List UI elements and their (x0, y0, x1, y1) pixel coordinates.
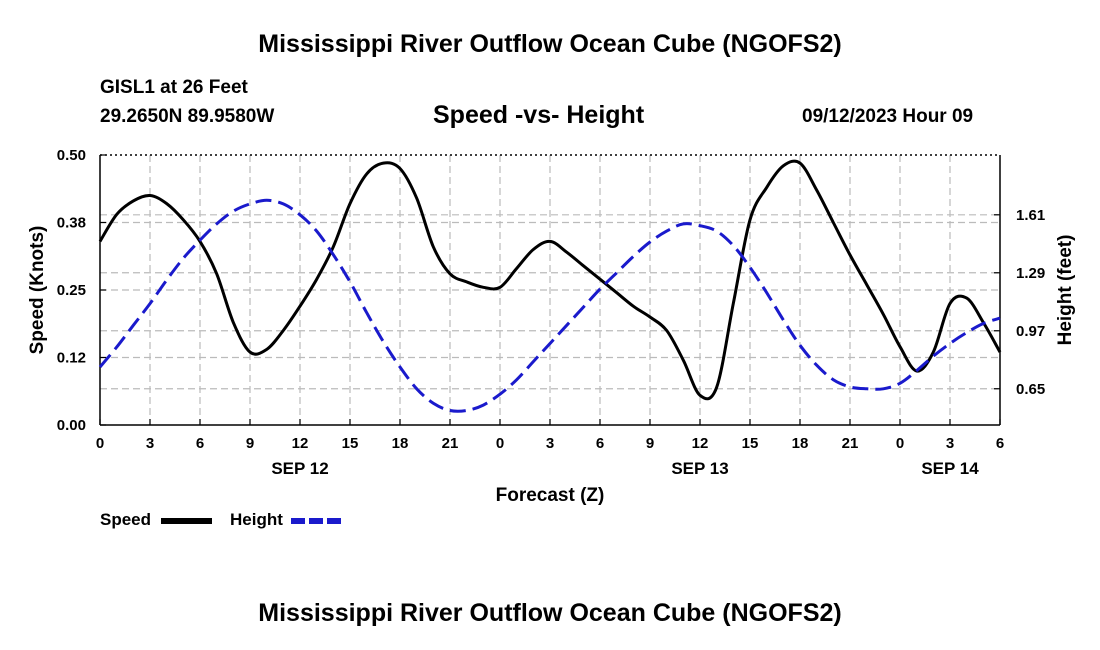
y-right-tick-label: 1.61 (1016, 207, 1045, 224)
y-left-tick-label: 0.25 (57, 282, 86, 299)
x-tick-label: 18 (792, 435, 809, 452)
x-date-label: SEP 12 (271, 459, 328, 478)
forecast-datetime: 09/12/2023 Hour 09 (802, 106, 974, 127)
y-left-axis-title: Speed (Knots) (27, 226, 48, 355)
legend-height-label: Height (230, 510, 283, 529)
x-tick-label: 9 (646, 435, 654, 452)
y-left-tick-label: 0.12 (57, 350, 86, 367)
station-coordinates: 29.2650N 89.9580W (100, 106, 275, 127)
x-tick-label: 21 (442, 435, 459, 452)
x-tick-label: 12 (292, 435, 309, 452)
x-tick-label: 6 (996, 435, 1004, 452)
x-tick-label: 12 (692, 435, 709, 452)
x-axis-title: Forecast (Z) (496, 485, 605, 506)
y-left-tick-label: 0.38 (57, 215, 86, 232)
legend-speed-label: Speed (100, 510, 152, 529)
chart-subtitle: Speed -vs- Height (433, 101, 645, 129)
station-label: GISL1 at 26 Feet (100, 77, 248, 98)
x-tick-label: 9 (246, 435, 254, 452)
speed-series-line (98, 159, 1002, 401)
y-right-tick-label: 1.29 (1016, 265, 1045, 282)
x-tick-label: 6 (196, 435, 204, 452)
y-right-axis-title: Height (feet) (1055, 235, 1076, 346)
x-tick-label: 6 (596, 435, 604, 452)
y-right-tick-label: 0.97 (1016, 323, 1045, 340)
chart-main-title: Mississippi River Outflow Ocean Cube (NG… (258, 30, 842, 58)
x-date-label: SEP 13 (671, 459, 728, 478)
x-tick-label: 0 (96, 435, 104, 452)
x-tick-label: 18 (392, 435, 409, 452)
x-tick-label: 0 (496, 435, 504, 452)
x-tick-label: 3 (146, 435, 154, 452)
x-date-label: SEP 14 (921, 459, 979, 478)
height-series-line (98, 198, 1001, 413)
y-left-tick-label: 0.00 (57, 417, 86, 434)
y-left-tick-label: 0.50 (57, 147, 86, 164)
x-tick-label: 15 (742, 435, 759, 452)
y-right-tick-label: 0.65 (1016, 381, 1045, 398)
x-tick-label: 0 (896, 435, 904, 452)
x-tick-label: 3 (946, 435, 954, 452)
x-tick-label: 3 (546, 435, 554, 452)
footer-title: Mississippi River Outflow Ocean Cube (NG… (258, 599, 842, 627)
x-tick-label: 21 (842, 435, 859, 452)
x-tick-label: 15 (342, 435, 359, 452)
